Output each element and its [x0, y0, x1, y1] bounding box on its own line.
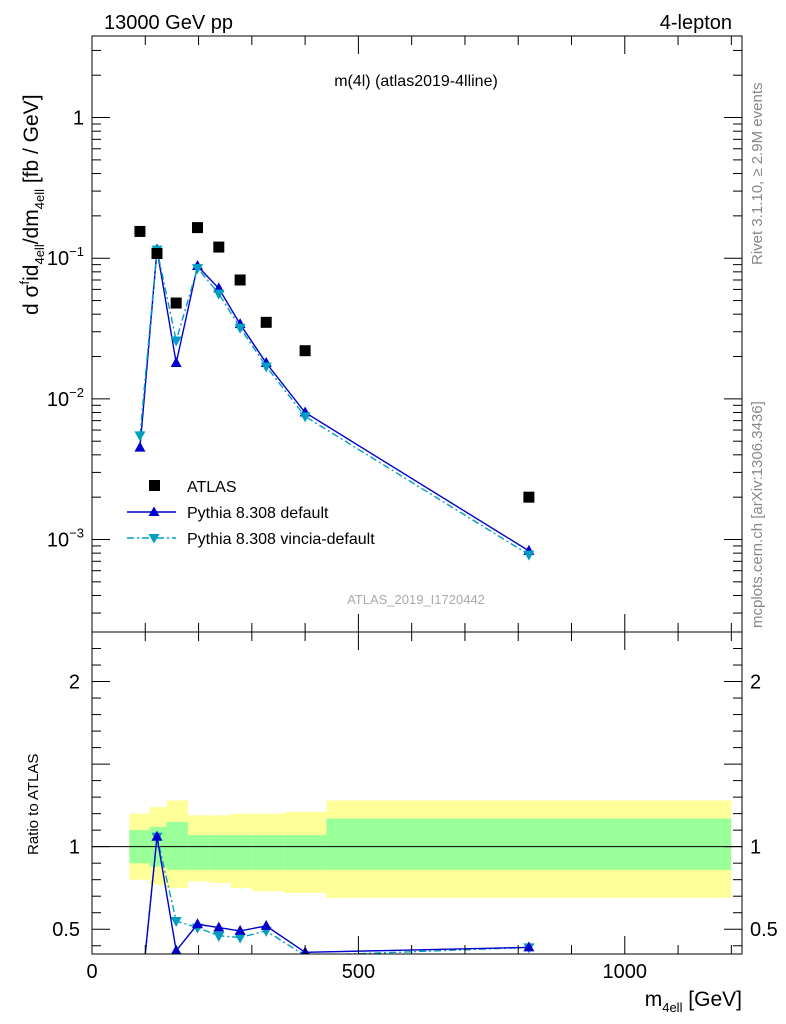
ratio-y-tick-label-right: 1 [750, 837, 761, 859]
y-tick-label: 10−3 [47, 526, 84, 552]
atlas-point [191, 222, 203, 234]
ratio-inner-band [251, 835, 284, 870]
main-y-axis-label: d σfid4ell/dm4ell [fb / GeV] [17, 94, 47, 315]
ratio-pythia-default-point [523, 941, 535, 952]
ratio-inner-band [326, 818, 732, 870]
atlas-point [134, 225, 146, 237]
ratio-y-tick-label: 1 [69, 837, 80, 859]
main-panel-axes: 1 10−1 10−2 10−3 [47, 36, 742, 632]
main-panel-data [134, 222, 535, 561]
atlas-point [151, 248, 163, 260]
analysis-watermark: ATLAS_2019_I1720442 [347, 592, 485, 607]
ratio-pythia-vincia-point [134, 1002, 145, 1012]
ratio-pythia-default-point [213, 921, 225, 932]
ratio-y-axis-label: Ratio to ATLAS [25, 754, 42, 855]
ratio-panel-data [134, 830, 535, 1012]
pythia-vincia-point [170, 336, 182, 347]
ratio-pythia-default-point [260, 919, 272, 930]
ratio-pythia-vincia-point [170, 916, 182, 927]
atlas-point [234, 274, 246, 286]
pythia-vincia-point [191, 264, 203, 275]
header-energy-label: 13000 GeV pp [104, 12, 233, 34]
legend-pythia-vincia-label: Pythia 8.308 vincia-default [187, 531, 375, 548]
x-tick-label: 0 [86, 961, 97, 983]
atlas-point [299, 345, 311, 357]
ratio-panel-frame [91, 631, 743, 955]
ratio-pythia-vincia-point [213, 931, 225, 942]
legend-pythia-vincia-marker [148, 534, 160, 544]
legend: ATLAS Pythia 8.308 default Pythia 8.308 … [127, 479, 375, 548]
ratio-pythia-default-point [191, 918, 203, 929]
legend-atlas-label: ATLAS [187, 479, 237, 496]
x-tick-label: 500 [342, 961, 375, 983]
pythia-vincia-point [234, 323, 246, 334]
pythia-vincia-point [213, 289, 225, 300]
x-tick-label: 1000 [603, 961, 648, 983]
rivet-version-label: Rivet 3.1.10, ≥ 2.9M events [749, 83, 766, 266]
mcplots-source-label: mcplots.cern.ch [arXiv:1306.3436] [749, 401, 766, 628]
y-tick-label: 10−1 [47, 244, 84, 270]
ratio-panel: 0.5 0.5 1 1 2 2 0 500 1000 Ratio to ATLAS m4ell … [25, 631, 778, 1015]
atlas-point [213, 241, 225, 253]
header-process-label: 4-lepton [660, 12, 732, 34]
ratio-inner-band [209, 835, 231, 870]
ratio-inner-band [283, 835, 327, 870]
ratio-inner-band [166, 821, 188, 870]
ratio-pythia-default-point [134, 1001, 145, 1011]
x-axis-label: m4ell [GeV] [645, 988, 742, 1015]
pythia-vincia-point [299, 412, 311, 423]
plot-title: m(4l) (atlas2019-4lline) [334, 73, 498, 90]
ratio-uncertainty-bands [129, 800, 732, 898]
ratio-y-tick-label: 2 [69, 672, 80, 694]
legend-pythia-default-label: Pythia 8.308 default [187, 505, 329, 522]
atlas-point [260, 316, 272, 328]
pythia-vincia-point [260, 362, 272, 373]
ratio-y-tick-label: 0.5 [52, 919, 80, 941]
y-tick-label: 10−2 [47, 385, 84, 411]
ratio-inner-band [187, 835, 210, 870]
ratio-inner-band [230, 835, 252, 870]
atlas-point [170, 297, 182, 309]
ratio-pythia-default-point [151, 830, 163, 841]
ratio-panel-axes: 0.5 0.5 1 1 2 2 0 500 1000 [52, 632, 778, 983]
legend-pythia-default-marker [148, 506, 160, 516]
ratio-y-tick-label-right: 0.5 [750, 919, 778, 941]
pythia-default-point [170, 356, 182, 367]
pythia-vincia-point [134, 431, 146, 442]
pythia-default-point [134, 441, 146, 452]
ratio-pythia-vincia-point [234, 933, 246, 944]
y-tick-label: 1 [73, 108, 84, 130]
main-panel: 1 10−1 10−2 10−3 m(4l) (atlas2019-4lline) A… [17, 35, 743, 633]
ratio-pythia-default-point [234, 924, 246, 935]
ratio-y-tick-label-right: 2 [750, 672, 761, 694]
pythia-vincia-point [523, 550, 535, 561]
legend-atlas-marker [149, 480, 160, 491]
atlas-point [523, 491, 535, 503]
ratio-pythia-default-point [171, 944, 182, 954]
